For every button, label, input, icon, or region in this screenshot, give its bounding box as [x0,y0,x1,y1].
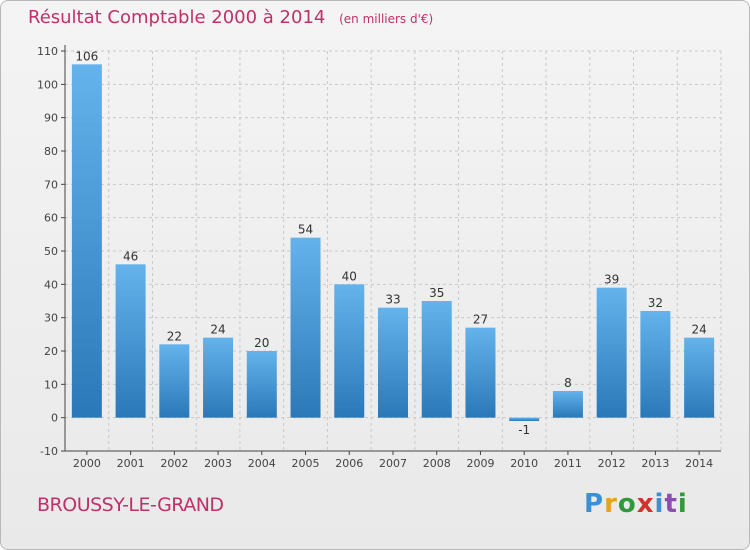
bar [640,311,671,418]
y-tick-label: 100 [37,78,58,91]
y-tick-label: 110 [37,45,58,58]
x-tick-label: 2013 [641,457,669,470]
x-tick-label: 2012 [598,457,626,470]
bar [684,337,715,418]
value-label: 40 [342,269,357,283]
bar [71,64,102,418]
bars [71,64,715,421]
chart-subtitle: (en milliers d'€) [339,12,434,26]
x-tick-label: 2006 [335,457,363,470]
bar [159,344,190,418]
bar [509,417,540,421]
value-label: 46 [123,249,138,263]
y-tick-label: 90 [44,112,58,125]
x-tick-label: 2010 [510,457,538,470]
bar [334,284,365,418]
value-label: -1 [518,423,530,437]
value-label: 22 [167,329,182,343]
y-tick-label: 40 [44,278,58,291]
x-tick-label: 2008 [423,457,451,470]
y-tick-label: 30 [44,312,58,325]
axes: -10 0 10 20 30 40 50 60 70 80 90 100 110 2000 2001 2002… [37,45,721,470]
y-tick-label: 60 [44,212,58,225]
bar [552,391,583,418]
y-tick-label: 50 [44,245,58,258]
value-label: 33 [385,293,400,307]
value-labels: 106 46 22 24 20 54 40 33 35 27 -1 8 39 32 24 [75,49,706,437]
x-tick-label: 2001 [117,457,145,470]
brand-letter: i [654,489,665,519]
value-label: 27 [473,313,488,327]
y-tick-label: 0 [51,412,58,425]
x-tick-label: 2007 [379,457,407,470]
value-label: 54 [298,223,313,237]
y-tick-label: 80 [44,145,58,158]
x-tick-label: 2002 [160,457,188,470]
value-label: 106 [75,49,98,63]
y-tick-label: 20 [44,345,58,358]
chart-title-text: Résultat Comptable 2000 à 2014 [28,7,326,28]
value-label: 32 [648,296,663,310]
brand-letter: r [604,489,618,519]
bar [290,237,321,418]
bar [378,307,408,418]
value-label: 24 [691,323,706,337]
y-tick-label: 70 [44,178,58,191]
bar [115,264,146,418]
brand-letter: P [584,489,605,519]
brand-letter: x [636,489,655,519]
x-tick-label: 2011 [554,457,582,470]
bar [246,351,277,418]
value-label: 39 [604,273,619,287]
value-label: 24 [210,323,225,337]
x-tick-label: 2005 [292,457,320,470]
x-tick-label: 2000 [73,457,101,470]
bar [203,337,234,418]
value-label: 8 [564,376,572,390]
bar [596,287,627,418]
bar [421,301,452,418]
bar [465,327,496,418]
y-tick-label: 10 [44,378,58,391]
value-label: 20 [254,336,269,350]
value-label: 35 [429,286,444,300]
brand-letter: t [664,489,678,519]
brand-letter: i [677,489,688,519]
chart-title: Résultat Comptable 2000 à 2014 (en milli… [28,7,433,28]
x-tick-label: 2009 [466,457,494,470]
x-tick-label: 2004 [248,457,276,470]
proxiti-logo[interactable]: Proxiti [584,489,688,519]
brand-letter: o [617,489,637,519]
location-name: BROUSSY-LE-GRAND [37,494,224,516]
y-tick-label: -10 [40,445,58,458]
x-tick-label: 2014 [685,457,713,470]
x-tick-label: 2003 [204,457,232,470]
